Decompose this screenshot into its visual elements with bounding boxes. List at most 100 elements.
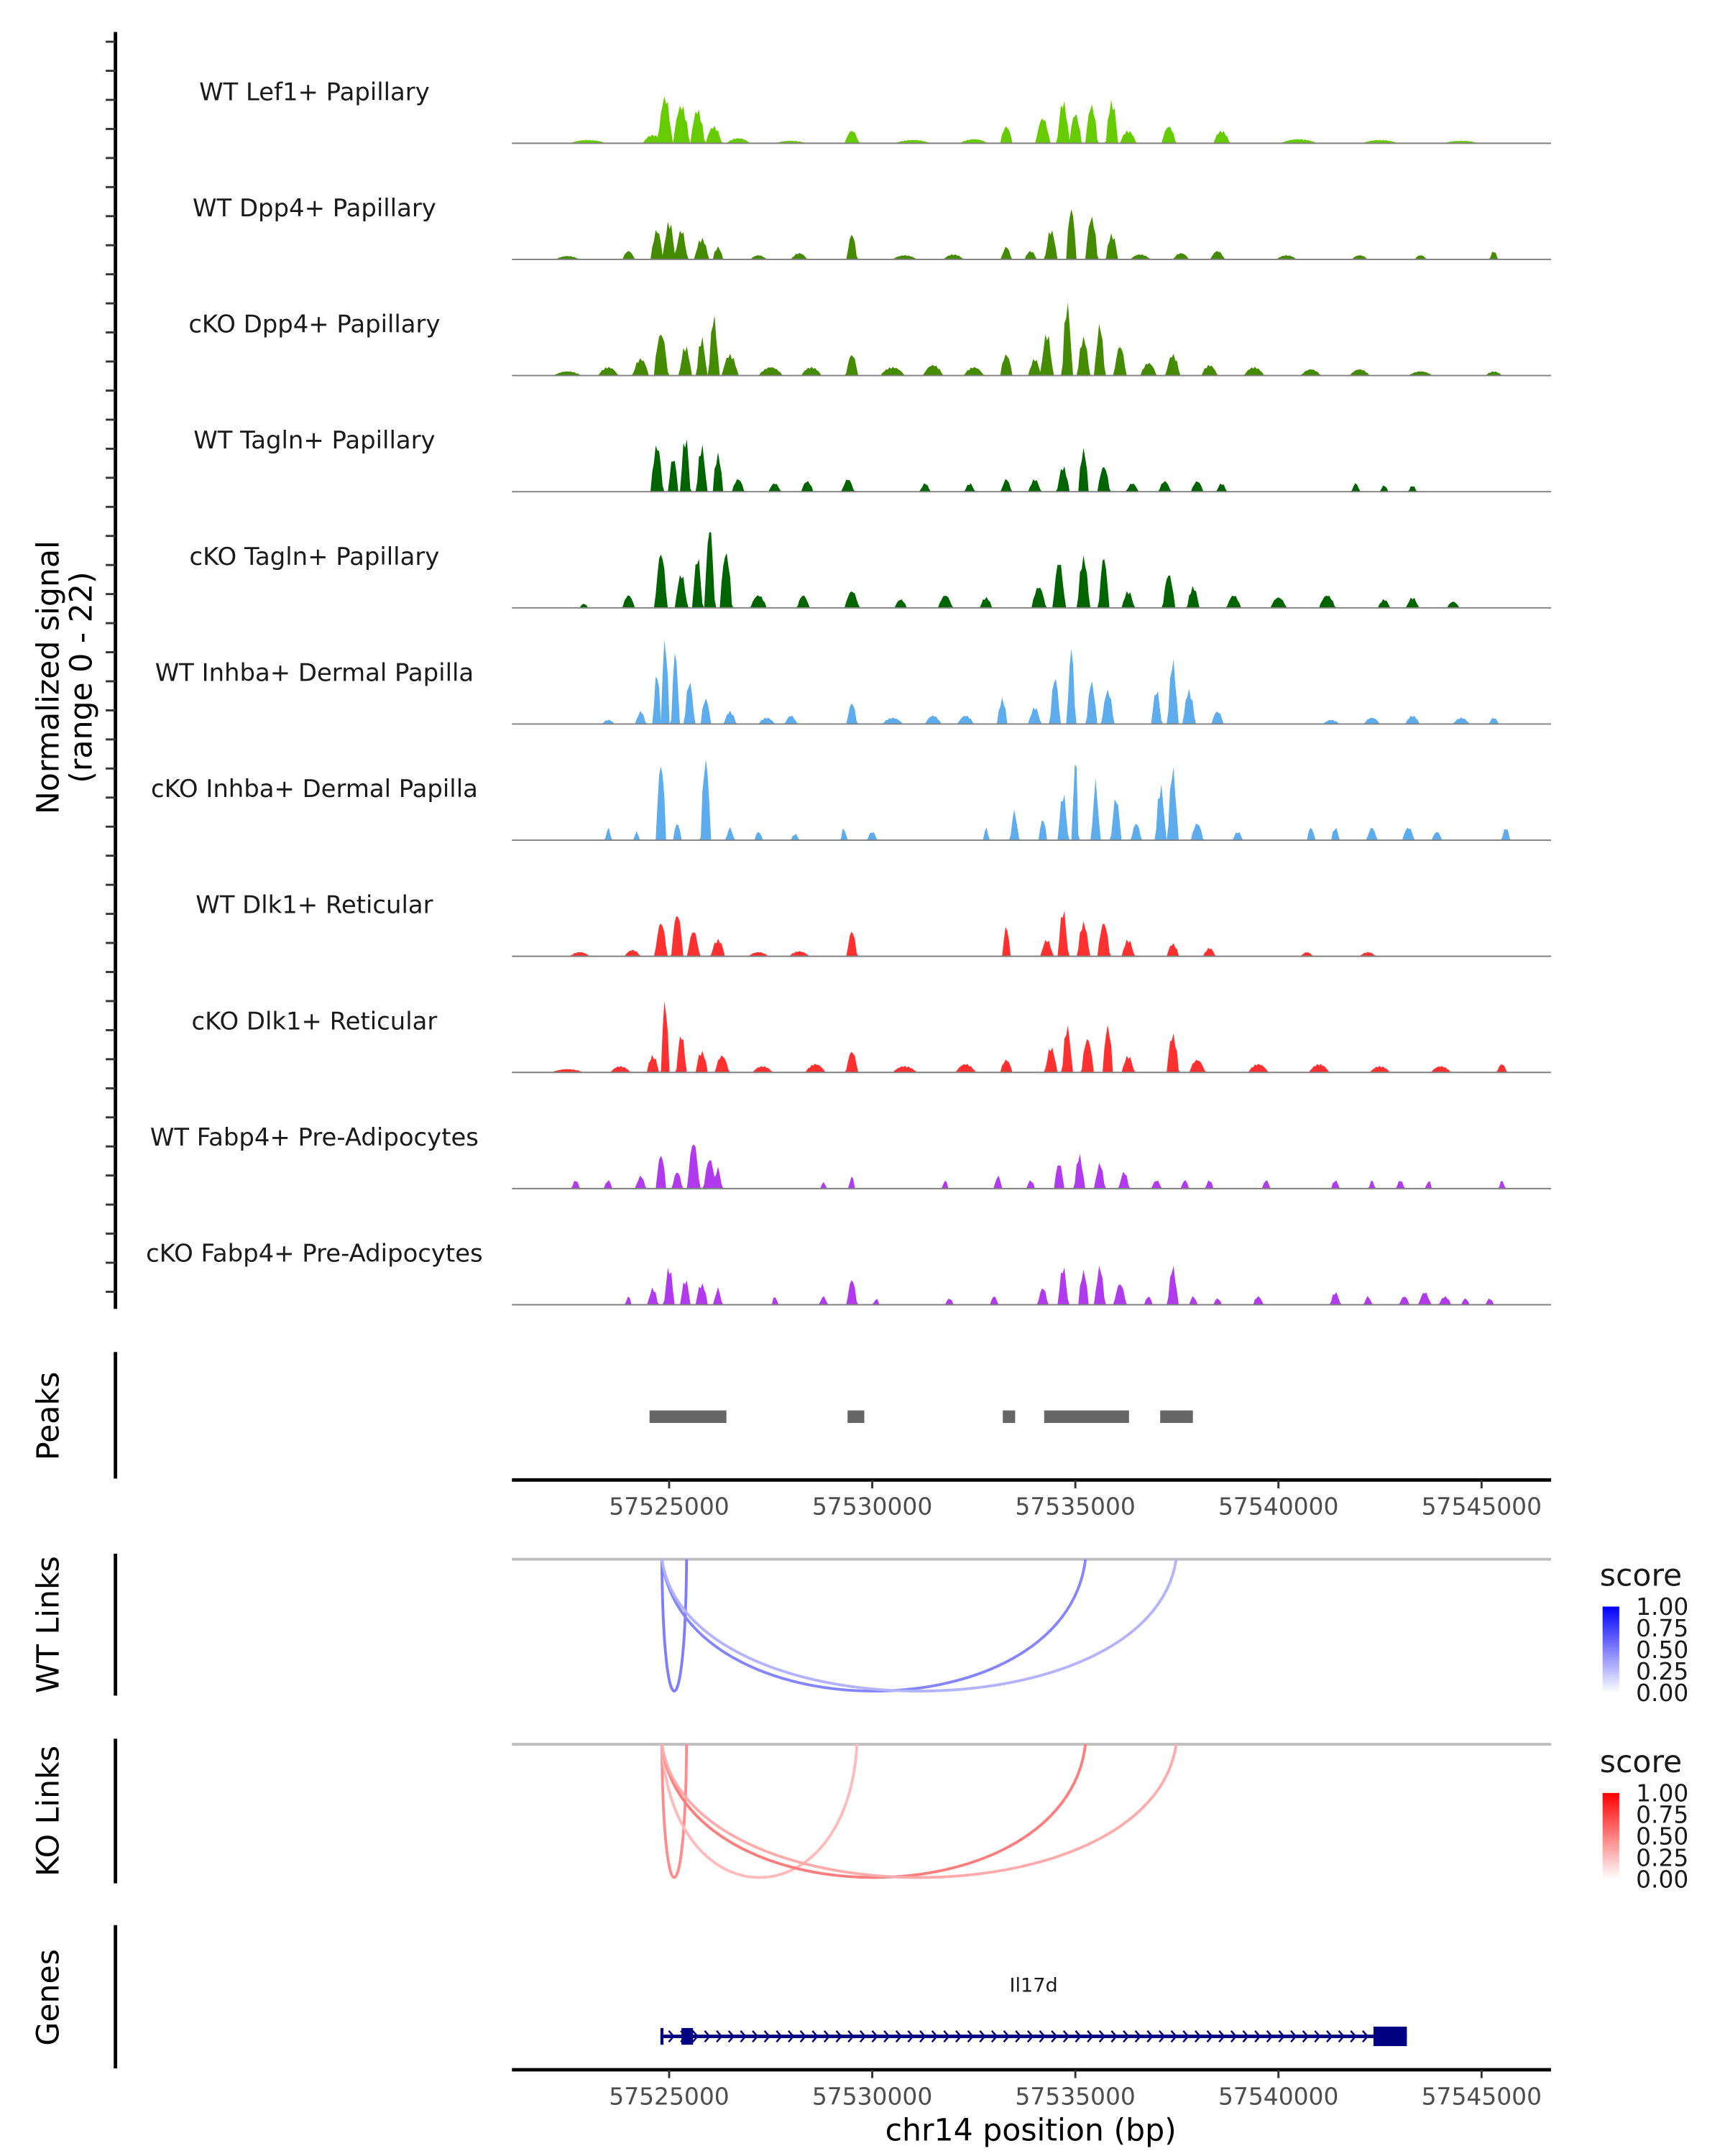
x-tick-label: 57530000 <box>812 1493 932 1521</box>
track-label: cKO Dlk1+ Reticular <box>192 1007 438 1035</box>
x-tick-label: 57525000 <box>609 1493 729 1521</box>
strand-arrow <box>1278 2030 1285 2043</box>
strand-arrow <box>955 2030 962 2043</box>
gene-model: Il17d <box>660 1975 1407 2047</box>
strand-arrow <box>776 2030 783 2043</box>
track-label: WT Dpp4+ Papillary <box>193 194 436 222</box>
strand-arrow <box>895 2030 903 2043</box>
gene-exon <box>660 2027 664 2045</box>
coverage-area <box>512 1266 1552 1305</box>
coverage-area <box>512 439 1552 492</box>
strand-arrow <box>990 2030 998 2043</box>
strand-arrow <box>1242 2030 1249 2043</box>
coverage-area <box>512 759 1552 841</box>
coverage-area <box>512 1001 1552 1073</box>
strand-arrow <box>1314 2030 1321 2043</box>
coverage-track: cKO Dpp4+ Papillary <box>188 302 1552 377</box>
legend-tick-label: 1.00 <box>1636 1593 1688 1621</box>
strand-arrow <box>1003 2030 1011 2043</box>
strand-arrow <box>727 2030 735 2043</box>
x-tick-label: 57525000 <box>609 2082 729 2110</box>
link-arc <box>660 1743 859 1879</box>
coverage-area <box>512 640 1552 724</box>
coverage-area <box>512 911 1552 957</box>
x-tick-label: 57530000 <box>812 2082 932 2110</box>
strand-arrow <box>740 2030 747 2043</box>
strand-arrow <box>763 2030 771 2043</box>
coverage-track: cKO Inhba+ Dermal Papilla <box>151 759 1552 841</box>
peak-region <box>1160 1410 1193 1423</box>
peak-region <box>847 1410 865 1423</box>
legend-title: score <box>1600 1557 1682 1593</box>
legend-colorbar <box>1602 1606 1619 1693</box>
legend-tick-label: 0.75 <box>1636 1800 1688 1828</box>
gene-exon <box>681 2027 694 2045</box>
strand-arrow <box>919 2030 926 2043</box>
strand-arrow <box>1302 2030 1310 2043</box>
legend-tick-label: 0.50 <box>1636 1636 1688 1664</box>
link-arc <box>660 1559 1178 1693</box>
peaks-panel: Peaks <box>30 1352 1193 1479</box>
track-label: WT Dlk1+ Reticular <box>196 891 433 919</box>
strand-arrow <box>907 2030 914 2043</box>
strand-arrow <box>1218 2030 1225 2043</box>
strand-arrow <box>979 2030 986 2043</box>
x-tick-label: 57545000 <box>1422 1493 1542 1521</box>
strand-arrow <box>1146 2030 1154 2043</box>
strand-arrow <box>1134 2030 1142 2043</box>
legend-tick-label: 0.50 <box>1636 1822 1688 1850</box>
link-arc <box>660 1743 1178 1879</box>
coverage-track: WT Fabp4+ Pre-Adipocytes <box>150 1123 1552 1189</box>
strand-arrow <box>1170 2030 1178 2043</box>
strand-arrow <box>1254 2030 1261 2043</box>
peak-region <box>1044 1410 1129 1423</box>
legend-tick-label: 1.00 <box>1636 1779 1688 1807</box>
x-tick-label: 57545000 <box>1422 2082 1542 2110</box>
x-tick-label: 57540000 <box>1218 1493 1338 1521</box>
track-label: cKO Fabp4+ Pre-Adipocytes <box>146 1239 483 1267</box>
genes-panel: Genes Il17d <box>30 1925 1407 2069</box>
x-tick-label: 57540000 <box>1218 2082 1338 2110</box>
strand-arrow <box>1075 2030 1082 2043</box>
strand-arrow <box>859 2030 867 2043</box>
strand-arrow <box>1051 2030 1058 2043</box>
x-axis-middle: 57525000 57530000 57535000 57540000 57545000 <box>512 1478 1552 1521</box>
strand-arrow <box>883 2030 891 2043</box>
strand-arrow <box>668 2030 675 2043</box>
legend-tick-label: 0.00 <box>1636 1679 1688 1707</box>
coverage-ylabel-line1: Normalized signal <box>30 540 66 814</box>
strand-arrow <box>931 2030 939 2043</box>
coverage-area <box>512 302 1552 376</box>
strand-arrow <box>1098 2030 1106 2043</box>
coverage-ylabel-line2: (range 0 - 22) <box>64 571 100 783</box>
strand-arrow <box>1039 2030 1046 2043</box>
coverage-track: WT Lef1+ Papillary <box>199 78 1552 144</box>
track-label: WT Inhba+ Dermal Papilla <box>155 658 474 686</box>
genes-track-label: Genes <box>30 1949 66 2046</box>
coverage-track: cKO Tagln+ Papillary <box>190 532 1552 609</box>
coverage-tracks: WT Lef1+ Papillary WT Dpp4+ Papillary cKO … <box>146 78 1552 1306</box>
link-arc <box>660 1744 689 1879</box>
peak-region <box>1003 1410 1016 1423</box>
strand-arrow <box>1087 2030 1094 2043</box>
coverage-area <box>512 1144 1552 1189</box>
strand-arrow <box>1361 2030 1369 2043</box>
track-label: WT Tagln+ Papillary <box>193 426 435 454</box>
legend-colorbar <box>1602 1792 1619 1879</box>
track-label: WT Fabp4+ Pre-Adipocytes <box>150 1123 479 1151</box>
strand-arrow <box>788 2030 795 2043</box>
coverage-area <box>512 532 1552 608</box>
coverage-area <box>512 96 1552 144</box>
strand-arrow <box>799 2030 807 2043</box>
strand-arrow <box>1123 2030 1130 2043</box>
strand-arrow <box>1194 2030 1202 2043</box>
track-label: cKO Inhba+ Dermal Papilla <box>151 775 478 803</box>
strand-arrow <box>967 2030 975 2043</box>
strand-arrow <box>691 2030 699 2043</box>
